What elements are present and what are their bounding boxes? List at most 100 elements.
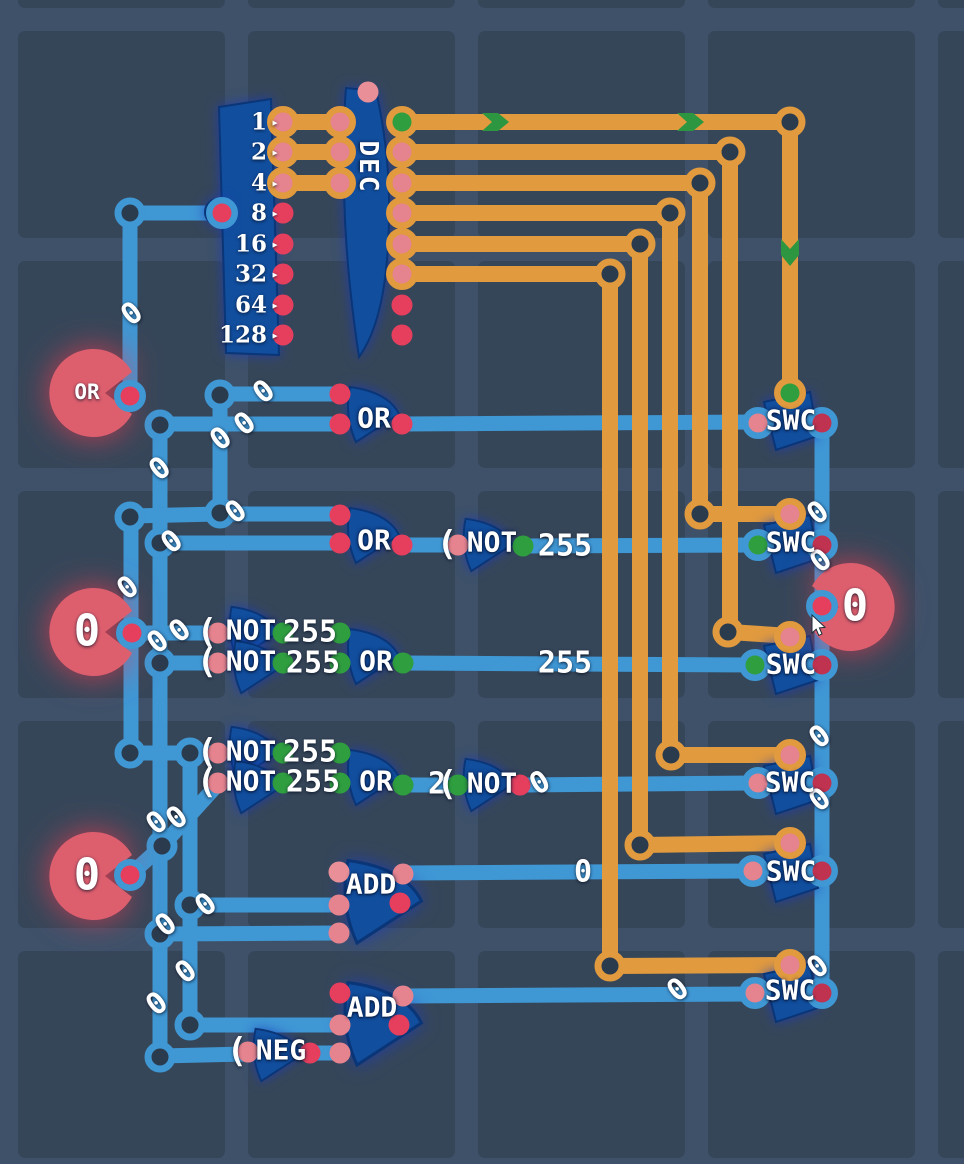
- pin-ring[interactable]: [386, 106, 418, 138]
- pin-ring[interactable]: [806, 407, 838, 439]
- pin-ring[interactable]: [206, 197, 238, 229]
- wire-joint[interactable]: [204, 379, 236, 411]
- pin[interactable]: [391, 413, 413, 435]
- pin[interactable]: [812, 861, 832, 881]
- pin-ring[interactable]: [739, 977, 771, 1009]
- pin-ring[interactable]: [806, 767, 838, 799]
- wire-joint[interactable]: [174, 889, 206, 921]
- pin-ring[interactable]: [324, 167, 356, 199]
- pin[interactable]: [299, 1042, 321, 1064]
- pin[interactable]: [329, 622, 351, 644]
- pin[interactable]: [272, 233, 294, 255]
- pin-ring[interactable]: [806, 590, 838, 622]
- pin-ring[interactable]: [386, 167, 418, 199]
- pin-ring[interactable]: [114, 859, 146, 891]
- zero-output[interactable]: [812, 563, 895, 651]
- pin-ring[interactable]: [324, 136, 356, 168]
- wire-joint[interactable]: [712, 616, 744, 648]
- pin[interactable]: [780, 383, 800, 403]
- pin[interactable]: [812, 655, 832, 675]
- pin-ring[interactable]: [737, 855, 769, 887]
- pin[interactable]: [745, 655, 765, 675]
- wire-joint[interactable]: [684, 167, 716, 199]
- wire-joint[interactable]: [144, 1041, 176, 1073]
- pin-ring[interactable]: [806, 529, 838, 561]
- wire-joint[interactable]: [655, 739, 687, 771]
- pin[interactable]: [812, 983, 832, 1003]
- pin-ring[interactable]: [774, 827, 806, 859]
- pin-ring[interactable]: [806, 855, 838, 887]
- pin[interactable]: [812, 535, 832, 555]
- pin[interactable]: [812, 596, 832, 616]
- pin[interactable]: [120, 865, 140, 885]
- pin-ring[interactable]: [774, 621, 806, 653]
- pin-ring[interactable]: [386, 228, 418, 260]
- pin[interactable]: [748, 773, 768, 793]
- wire-joint[interactable]: [714, 136, 746, 168]
- pin[interactable]: [329, 1014, 351, 1036]
- pin-ring[interactable]: [806, 649, 838, 681]
- pin-ring[interactable]: [324, 106, 356, 138]
- pin[interactable]: [328, 894, 350, 916]
- pin[interactable]: [512, 535, 534, 557]
- pin-ring[interactable]: [267, 167, 299, 199]
- pin[interactable]: [329, 652, 351, 674]
- pin[interactable]: [357, 81, 379, 103]
- pin[interactable]: [748, 413, 768, 433]
- pin[interactable]: [812, 773, 832, 793]
- wire-joint[interactable]: [624, 829, 656, 861]
- pin[interactable]: [120, 386, 140, 406]
- wire-joint[interactable]: [774, 106, 806, 138]
- pin[interactable]: [447, 774, 469, 796]
- pin[interactable]: [780, 833, 800, 853]
- pin[interactable]: [392, 234, 412, 254]
- pin[interactable]: [392, 652, 414, 674]
- pin[interactable]: [447, 534, 469, 556]
- pin[interactable]: [745, 983, 765, 1003]
- pin-ring[interactable]: [116, 617, 148, 649]
- pin[interactable]: [780, 504, 800, 524]
- wire-joint[interactable]: [146, 830, 178, 862]
- pin[interactable]: [272, 622, 294, 644]
- pin[interactable]: [328, 922, 350, 944]
- pin[interactable]: [207, 772, 229, 794]
- pin[interactable]: [329, 982, 351, 1004]
- pin[interactable]: [748, 535, 768, 555]
- pin[interactable]: [212, 203, 232, 223]
- pin[interactable]: [391, 534, 413, 556]
- wire-joint[interactable]: [174, 737, 206, 769]
- byte-splitter-body[interactable]: [217, 97, 281, 357]
- pin[interactable]: [392, 985, 414, 1007]
- pin[interactable]: [207, 652, 229, 674]
- pin[interactable]: [780, 745, 800, 765]
- pin[interactable]: [207, 742, 229, 764]
- pin-ring[interactable]: [114, 380, 146, 412]
- pin[interactable]: [272, 652, 294, 674]
- wire-joint[interactable]: [144, 918, 176, 950]
- pin[interactable]: [272, 324, 294, 346]
- pin[interactable]: [272, 202, 294, 224]
- pin[interactable]: [329, 1042, 351, 1064]
- pin[interactable]: [273, 142, 293, 162]
- orange-wires[interactable]: [275, 114, 798, 974]
- pin[interactable]: [391, 294, 413, 316]
- pin-ring[interactable]: [742, 767, 774, 799]
- wire-joint[interactable]: [114, 737, 146, 769]
- wire-joint[interactable]: [204, 497, 236, 529]
- pin[interactable]: [329, 742, 351, 764]
- io-ports[interactable]: [49, 349, 895, 921]
- pin-ring[interactable]: [386, 136, 418, 168]
- pin[interactable]: [392, 264, 412, 284]
- zero-input-1[interactable]: [49, 588, 132, 676]
- pin-ring[interactable]: [742, 529, 774, 561]
- wire-joints[interactable]: [114, 106, 806, 1073]
- pin[interactable]: [391, 324, 413, 346]
- pin[interactable]: [392, 203, 412, 223]
- wire-joint[interactable]: [594, 258, 626, 290]
- pin[interactable]: [237, 1041, 259, 1063]
- pin-ring[interactable]: [774, 498, 806, 530]
- pin[interactable]: [743, 861, 763, 881]
- pin-ring[interactable]: [806, 977, 838, 1009]
- wire-joint[interactable]: [594, 950, 626, 982]
- pin-ring[interactable]: [739, 649, 771, 681]
